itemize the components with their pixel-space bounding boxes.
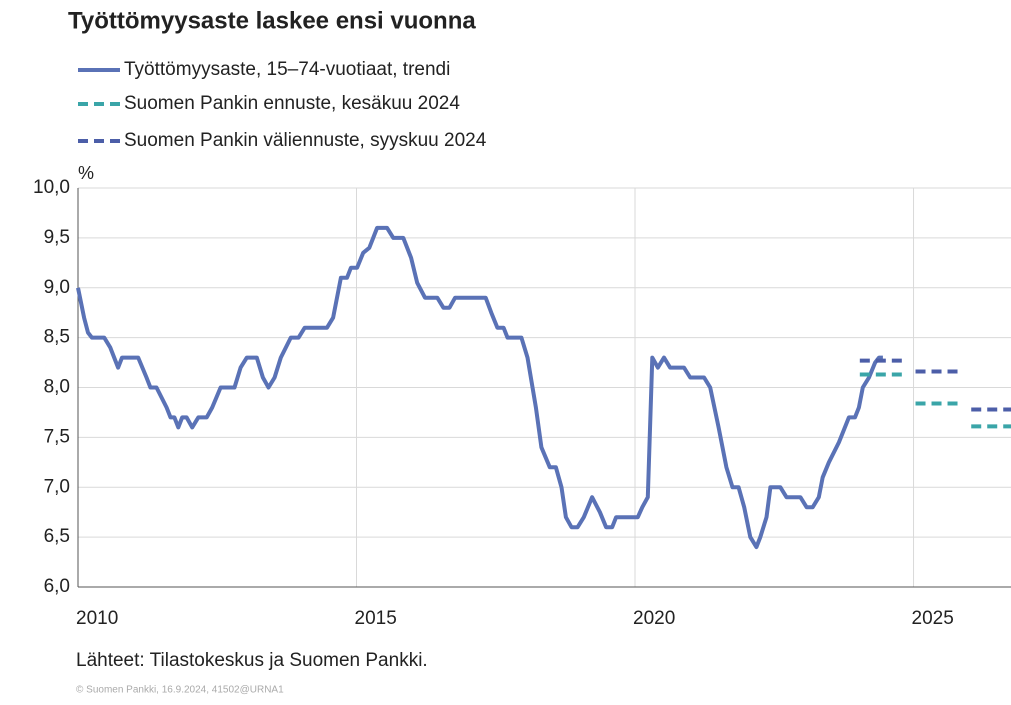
y-tick-label: 8,0 <box>44 377 70 398</box>
legend-label: Työttömyysaste, 15–74-vuotiaat, trendi <box>124 59 450 80</box>
x-tick-label: 2020 <box>633 608 675 629</box>
y-tick-label: 6,5 <box>44 526 70 547</box>
y-tick-label: 9,0 <box>44 277 70 298</box>
y-tick-label: 8,5 <box>44 327 70 348</box>
y-tick-label: 7,5 <box>44 426 70 447</box>
y-tick-label: 10,0 <box>33 177 70 198</box>
x-tick-label: 2025 <box>912 608 954 629</box>
x-tick-label: 2010 <box>76 608 118 629</box>
y-tick-label: 7,0 <box>44 476 70 497</box>
x-tick-label: 2015 <box>355 608 397 629</box>
source: Lähteet: Tilastokeskus ja Suomen Pankki. <box>76 650 428 671</box>
chart-title: Työttömyysaste laskee ensi vuonna <box>68 7 476 34</box>
y-tick-label: 9,5 <box>44 227 70 248</box>
y-unit: % <box>78 163 94 183</box>
legend-label: Suomen Pankin väliennuste, syyskuu 2024 <box>124 130 487 151</box>
footer: © Suomen Pankki, 16.9.2024, 41502@URNA1 <box>76 685 284 696</box>
trend-line <box>76 225 883 550</box>
legend-label: Suomen Pankin ennuste, kesäkuu 2024 <box>124 93 460 114</box>
y-tick-label: 6,0 <box>44 576 70 597</box>
